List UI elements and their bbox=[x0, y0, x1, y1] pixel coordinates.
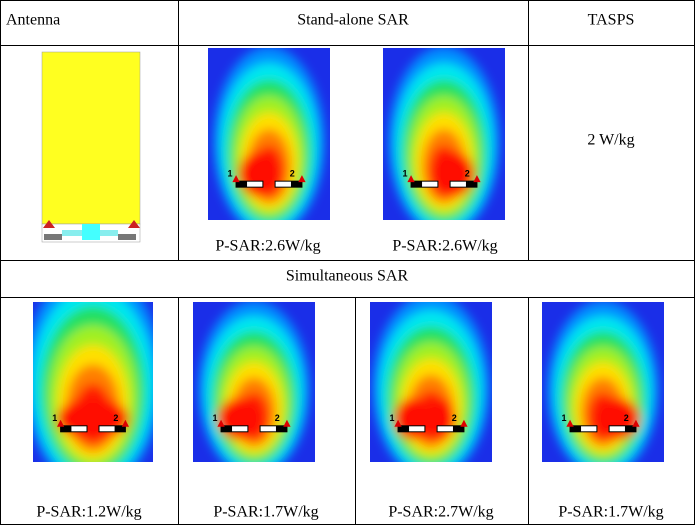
header-standalone: Stand-alone SAR bbox=[297, 12, 409, 29]
port-label: 2 bbox=[113, 413, 118, 423]
port-label: 2 bbox=[465, 169, 470, 179]
simultaneous-label: P-SAR:1.7W/kg bbox=[558, 504, 663, 521]
antenna-feed bbox=[398, 425, 410, 432]
simultaneous-label: P-SAR:2.7W/kg bbox=[388, 504, 493, 521]
heatmap-field bbox=[33, 302, 153, 462]
antenna-feed bbox=[275, 425, 287, 432]
hotspot bbox=[595, 398, 640, 440]
antenna-feed bbox=[452, 425, 464, 432]
port-arrow bbox=[632, 419, 640, 427]
port-label: 2 bbox=[452, 413, 457, 423]
port-arrow bbox=[57, 419, 65, 427]
standalone-label: P-SAR:2.6W/kg bbox=[392, 238, 497, 255]
simultaneous-title: Simultaneous SAR bbox=[286, 268, 409, 285]
heatmap-field bbox=[388, 48, 500, 220]
antenna-feed bbox=[411, 181, 423, 188]
heatmap-field bbox=[547, 302, 659, 462]
antenna-feed bbox=[465, 181, 477, 188]
port-arrow bbox=[407, 175, 415, 183]
port-label: 1 bbox=[390, 413, 395, 423]
port-label: 1 bbox=[228, 169, 233, 179]
antenna-feed bbox=[290, 181, 302, 188]
header-antenna: Antenna bbox=[6, 12, 60, 29]
antenna-feed bbox=[60, 425, 72, 432]
hotspot bbox=[238, 151, 280, 197]
port-label: 1 bbox=[213, 413, 218, 423]
antenna-feed bbox=[114, 425, 126, 432]
heatmap-field bbox=[213, 48, 325, 220]
antenna-feed bbox=[221, 425, 233, 432]
hotspot bbox=[217, 398, 262, 440]
heatmap-field bbox=[198, 302, 310, 462]
port-arrow bbox=[473, 175, 481, 183]
port-label: 2 bbox=[624, 413, 629, 423]
port-label: 2 bbox=[275, 413, 280, 423]
port-arrow bbox=[121, 419, 129, 427]
simultaneous-label: P-SAR:1.7W/kg bbox=[213, 504, 318, 521]
simultaneous-label: P-SAR:1.2W/kg bbox=[36, 504, 141, 521]
antenna-feed bbox=[236, 181, 248, 188]
hotspot bbox=[394, 398, 432, 440]
port-label: 1 bbox=[52, 413, 57, 423]
port-arrow bbox=[298, 175, 306, 183]
port-label: 1 bbox=[562, 413, 567, 423]
standalone-label: P-SAR:2.6W/kg bbox=[215, 238, 320, 255]
port-label: 2 bbox=[290, 169, 295, 179]
port-label: 1 bbox=[403, 169, 408, 179]
port-arrow bbox=[460, 419, 468, 427]
antenna-image bbox=[41, 51, 141, 243]
port-arrow bbox=[217, 419, 225, 427]
tasps-value: 2 W/kg bbox=[587, 132, 634, 149]
port-arrow bbox=[232, 175, 240, 183]
heatmap-field bbox=[372, 302, 490, 462]
header-tasps: TASPS bbox=[588, 12, 635, 29]
images: 1 2 1 21 2 1 2 1 2 1 2 bbox=[33, 48, 664, 462]
antenna-feed bbox=[570, 425, 582, 432]
antenna-feed bbox=[624, 425, 636, 432]
port-arrow bbox=[283, 419, 291, 427]
port-arrow bbox=[394, 419, 402, 427]
port-arrow bbox=[566, 419, 574, 427]
